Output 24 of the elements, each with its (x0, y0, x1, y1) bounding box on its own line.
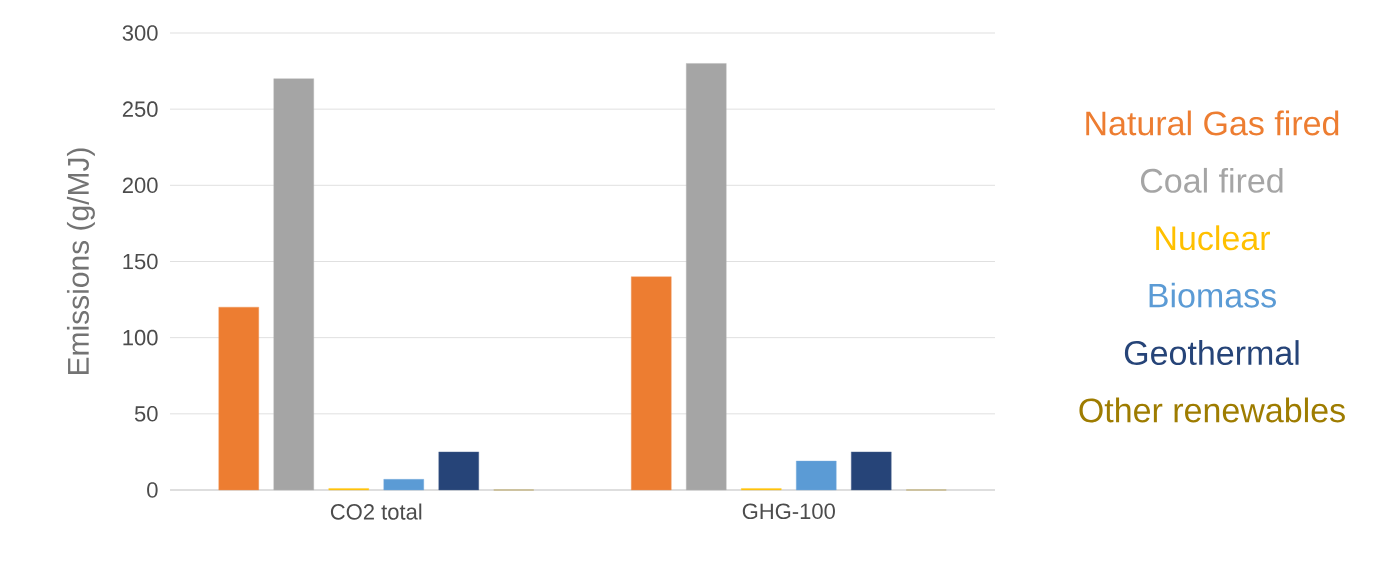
legend-label: Other renewables (1079, 397, 1345, 423)
bar (273, 78, 314, 491)
text: Geothermal (1124, 340, 1299, 366)
bar (438, 451, 479, 491)
y-tick-label: 0 (147, 482, 158, 498)
y-tick-label: 300 (122, 25, 158, 41)
bar (851, 451, 892, 491)
y-axis-title: Emissions (g/MJ) (66, 148, 95, 375)
y-tick-label: 100 (123, 329, 158, 346)
bar (631, 276, 672, 491)
text: Coal fired (1140, 167, 1283, 193)
bar (686, 63, 727, 491)
text: Natural Gas fired (1086, 110, 1339, 136)
y-tick-label: 50 (134, 406, 158, 422)
x-tick-label: GHG-100 (742, 503, 835, 520)
x-tick-label: CO2 total (330, 503, 422, 520)
bar (383, 479, 424, 491)
text: Biomass (1149, 282, 1276, 308)
y-tick-label: 200 (122, 177, 158, 194)
text: Nuclear (1156, 225, 1270, 251)
bar (218, 306, 259, 491)
y-tick-label: 150 (123, 253, 158, 270)
y-tick-label: 250 (122, 101, 158, 117)
bar (796, 460, 837, 491)
